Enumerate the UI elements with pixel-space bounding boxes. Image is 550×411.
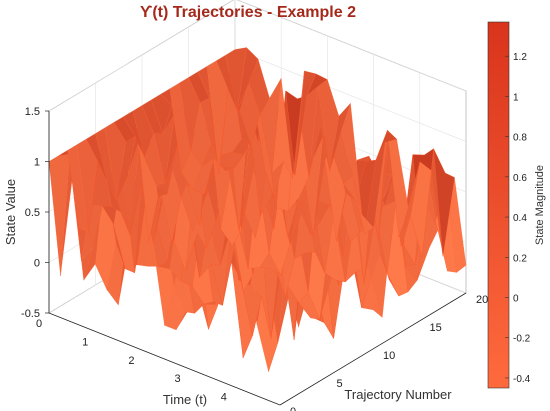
colorbar-tick-label: 0: [513, 294, 519, 305]
z-tick-label: 1.5: [25, 106, 40, 118]
surface-patch: [225, 47, 247, 111]
z-tick-label: 1: [34, 157, 40, 169]
colorbar-tick-label: 0.2: [513, 253, 527, 264]
colorbar-tick-label: 1: [513, 92, 519, 103]
tick-labels: -0.500.511.501234505101520: [21, 106, 488, 411]
colorbar-tick-label: -0.2: [513, 334, 531, 345]
surface-mesh: [48, 47, 467, 373]
z-tick-label: 0.5: [25, 207, 40, 219]
x-axis-label: Time (t): [163, 392, 207, 407]
x-tick-label: 0: [36, 318, 42, 330]
colorbar: [487, 21, 510, 389]
colorbar-ticks: -0.4 -0.2 0 0.2 0.4 0.6 0.8 1 1.2: [505, 52, 531, 385]
x-tick-label: 3: [175, 373, 181, 385]
y-tick-label: 5: [337, 378, 343, 390]
y-tick-label: 0: [290, 406, 296, 411]
y-axis-line: [279, 292, 467, 406]
y-axis-label: Trajectory Number: [344, 387, 452, 402]
y-tick-label: 15: [430, 322, 442, 334]
chart-title: ϒ(t) Trajectories - Example 2: [140, 4, 356, 21]
colorbar-label: State Magnitude: [534, 165, 546, 245]
z-axis-label: State Value: [3, 179, 18, 245]
z-tick-label: -0.5: [21, 308, 40, 320]
x-tick-label: 4: [221, 392, 227, 404]
x-tick-label: 2: [128, 355, 134, 367]
y-tick-label: 10: [383, 350, 395, 362]
colorbar-tick-label: -0.4: [513, 374, 531, 385]
colorbar-tick-label: 0.4: [513, 213, 527, 224]
x-tick-label: 1: [82, 336, 88, 348]
z-tick-label: 0: [34, 258, 40, 270]
colorbar-tick-label: 1.2: [513, 52, 527, 63]
x-axis-line: [48, 312, 281, 406]
y-tick-label: 20: [476, 294, 488, 306]
grid-line-z-4: [48, 0, 467, 112]
colorbar-tick-label: 0.8: [513, 133, 527, 144]
colorbar-tick-label: 0.6: [513, 173, 527, 184]
